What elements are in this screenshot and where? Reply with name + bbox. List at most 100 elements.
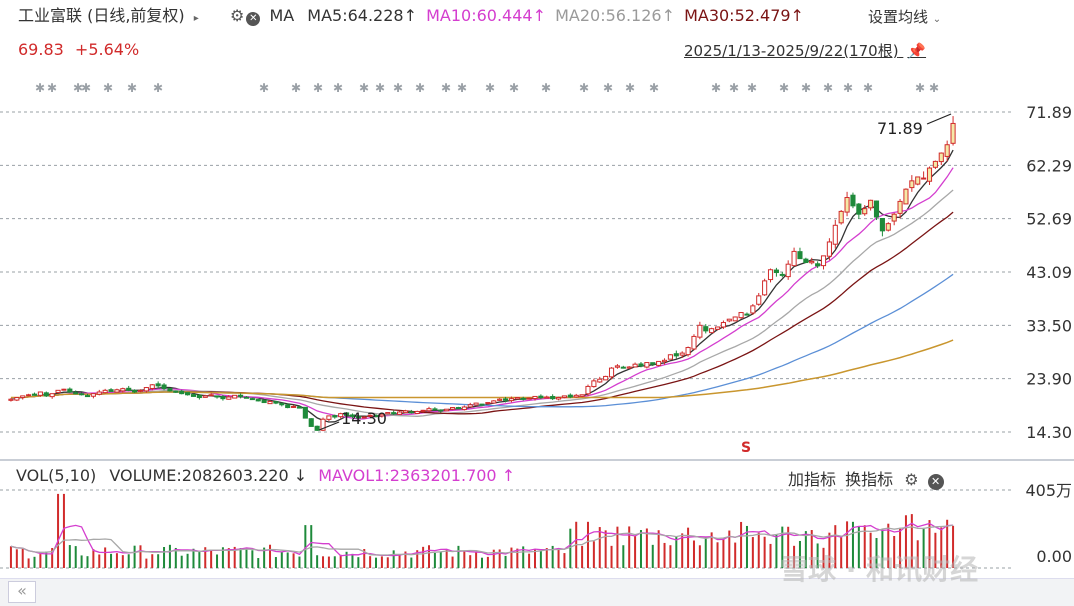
- candle-body: [903, 188, 909, 205]
- dropdown-caret-icon[interactable]: ▸: [193, 13, 199, 24]
- candle: [891, 212, 897, 226]
- volume-bar: [769, 543, 772, 568]
- candle-body: [591, 380, 597, 388]
- candle-body: [944, 144, 950, 157]
- date-range[interactable]: 2025/1/13-2025/9/22(170根) 📌: [684, 40, 926, 61]
- volume-bar: [428, 545, 431, 568]
- volume-bar: [163, 547, 166, 568]
- candle: [108, 388, 114, 392]
- candle-body: [868, 199, 874, 209]
- candle: [196, 394, 202, 400]
- volume-bar: [857, 526, 860, 568]
- candle-body: [273, 401, 279, 404]
- volume-bar: [952, 525, 955, 568]
- set-ma-button[interactable]: 设置均线 ⌄: [868, 7, 941, 30]
- candle: [550, 394, 556, 401]
- candle: [161, 383, 167, 391]
- signal-marker: ✱: [457, 81, 467, 95]
- volume-bar: [469, 555, 472, 568]
- volume-bar: [793, 545, 796, 568]
- candle-body: [232, 394, 238, 399]
- candle: [750, 303, 756, 316]
- candle-body: [873, 200, 880, 218]
- volume-bar: [810, 530, 813, 568]
- volume-bar: [186, 553, 189, 568]
- stock-title[interactable]: 工业富联 (日线,前复权) ▸: [18, 6, 199, 29]
- candle: [243, 396, 250, 399]
- candle-body: [550, 396, 556, 400]
- volume-bar: [168, 544, 171, 568]
- volume-bar: [398, 554, 401, 568]
- candle: [402, 409, 409, 414]
- candle: [520, 396, 526, 401]
- candle-body: [791, 250, 797, 267]
- mavol-arrow: ↑: [501, 466, 516, 485]
- signal-marker: ✱: [747, 81, 757, 95]
- candle: [555, 396, 562, 401]
- volume-bar: [15, 549, 18, 568]
- volume-bar: [822, 547, 825, 568]
- volume-bar: [115, 553, 118, 568]
- candle-body: [767, 269, 774, 281]
- candle-body: [179, 391, 185, 395]
- candle-body: [320, 418, 326, 431]
- volume-bar: [133, 545, 136, 568]
- volume-bar: [834, 525, 837, 568]
- scroll-left-button[interactable]: «: [8, 581, 36, 603]
- volume-bar: [375, 557, 378, 568]
- candle: [31, 392, 38, 396]
- indicator-controls: 加指标 换指标 ⚙ ✕: [788, 466, 944, 490]
- candle: [667, 354, 673, 360]
- candle-body: [614, 365, 620, 368]
- timeline-bar[interactable]: [0, 578, 1074, 606]
- switch-indicator-button[interactable]: 换指标: [845, 470, 894, 489]
- signal-marker: ✱: [541, 81, 551, 95]
- pane-divider[interactable]: [0, 459, 1074, 461]
- candle: [61, 388, 67, 391]
- stock-name: 工业富联 (日线,前复权): [18, 6, 185, 25]
- volume-bar: [716, 542, 719, 568]
- volume-bar: [57, 493, 60, 568]
- volume-bar: [687, 527, 690, 568]
- candle-body: [479, 403, 485, 406]
- candle-body: [544, 396, 550, 399]
- candle-body: [243, 396, 250, 399]
- ma10-arrow: ↑: [532, 6, 546, 25]
- candle: [820, 255, 827, 270]
- candle: [308, 418, 314, 427]
- add-indicator-button[interactable]: 加指标: [788, 470, 837, 489]
- candle-body: [173, 390, 179, 393]
- volume-bar: [828, 532, 831, 568]
- candle: [408, 409, 414, 414]
- gear-icon[interactable]: ⚙: [904, 470, 919, 489]
- gear-icon[interactable]: ⚙: [230, 6, 245, 25]
- volume-bar: [139, 545, 142, 568]
- signal-marker: ✱: [729, 81, 739, 95]
- signal-marker: ✱: [823, 81, 833, 95]
- signal-marker: ✱: [441, 81, 451, 95]
- volume-bar: [104, 547, 107, 568]
- mavol10-line: [10, 524, 954, 556]
- close-icon[interactable]: ✕: [927, 474, 944, 490]
- volume-bar: [227, 548, 230, 568]
- candle-body: [502, 398, 509, 401]
- candle-body: [803, 258, 809, 264]
- candle: [467, 402, 473, 408]
- volume-bar: [263, 547, 266, 568]
- candle-body: [397, 411, 403, 415]
- volume-bar: [639, 530, 642, 568]
- volume-bar: [704, 537, 707, 568]
- candle: [167, 388, 173, 392]
- candle-body: [679, 352, 685, 356]
- candle: [361, 416, 367, 419]
- close-icon[interactable]: ✕: [246, 12, 261, 26]
- volume-bar: [280, 552, 283, 568]
- candle-body: [809, 260, 815, 264]
- volume-bar: [722, 538, 725, 568]
- pin-icon[interactable]: 📌: [907, 42, 927, 60]
- candle: [432, 407, 438, 411]
- candle-body: [750, 305, 756, 314]
- candle: [538, 394, 544, 400]
- candle: [773, 267, 779, 277]
